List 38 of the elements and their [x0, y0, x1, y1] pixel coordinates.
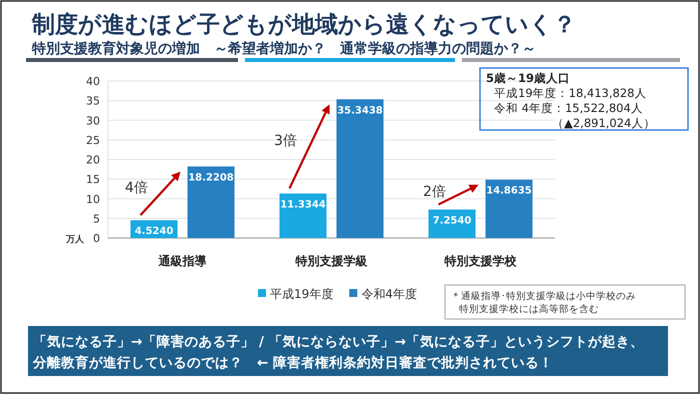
bar — [188, 166, 234, 238]
bar — [336, 99, 384, 238]
x-tick-label: 特別支援学級 — [294, 254, 368, 268]
x-tick-label: 通級指導 — [158, 254, 208, 268]
annotation: 5歳～19歳人口 — [486, 71, 570, 85]
data-label: 14.8635 — [486, 186, 532, 197]
y-tick-label: 25 — [86, 134, 100, 147]
y-tick-label: 20 — [86, 154, 100, 166]
y-tick-label: 0 — [93, 232, 100, 245]
annotation: 4倍 — [125, 180, 148, 196]
text: ＊通級指導･特別支援学級は小中学校のみ — [451, 290, 636, 302]
y-axis-title: 万人 — [65, 234, 85, 245]
text: 分離教育が進行しているのでは？ ← 障害者権利条約対日審査で批判されている！ — [32, 354, 554, 371]
data-label: 35.3438 — [337, 105, 383, 116]
annotation: 令和 4年度：15,522,804人 — [494, 101, 643, 115]
y-tick-label: 30 — [86, 114, 100, 128]
data-label: 18.2208 — [188, 172, 234, 184]
chart-title: 制度が進むほど子どもが地域から遠くなっていく？ — [31, 11, 576, 38]
legend-label: 平成19年度 — [270, 287, 334, 301]
text: 「気になる子」→「障害のある子」 / 「気にならない子」→「気になる子」というシフトが起き、 — [33, 333, 644, 350]
text: 特別支援学校には高等部を含む — [459, 303, 599, 315]
y-tick-label: 40 — [86, 75, 100, 88]
bar — [280, 194, 326, 238]
bar — [486, 180, 532, 238]
data-label: 7.2540 — [432, 216, 472, 227]
legend-label: 令和4年度 — [361, 287, 417, 301]
y-tick-label: 15 — [86, 173, 100, 186]
annotation: 平成19年度：18,413,828人 — [494, 86, 646, 100]
x-tick-label: 特別支援学校 — [444, 254, 518, 268]
annotation: 3倍 — [274, 132, 297, 149]
y-tick-label: 35 — [86, 94, 100, 108]
y-tick-label: 10 — [86, 192, 100, 206]
chart-subtitle: 特別支援教育対象児の増加 ～希望者増加か？ 通常学級の指導力の問題か？～ — [31, 40, 536, 57]
data-label: 11.3344 — [280, 200, 326, 211]
annotation: （▲2,891,024人） — [552, 116, 656, 130]
data-label: 4.5240 — [134, 226, 174, 238]
y-tick-label: 5 — [93, 212, 100, 226]
annotation: 2倍 — [423, 184, 446, 200]
